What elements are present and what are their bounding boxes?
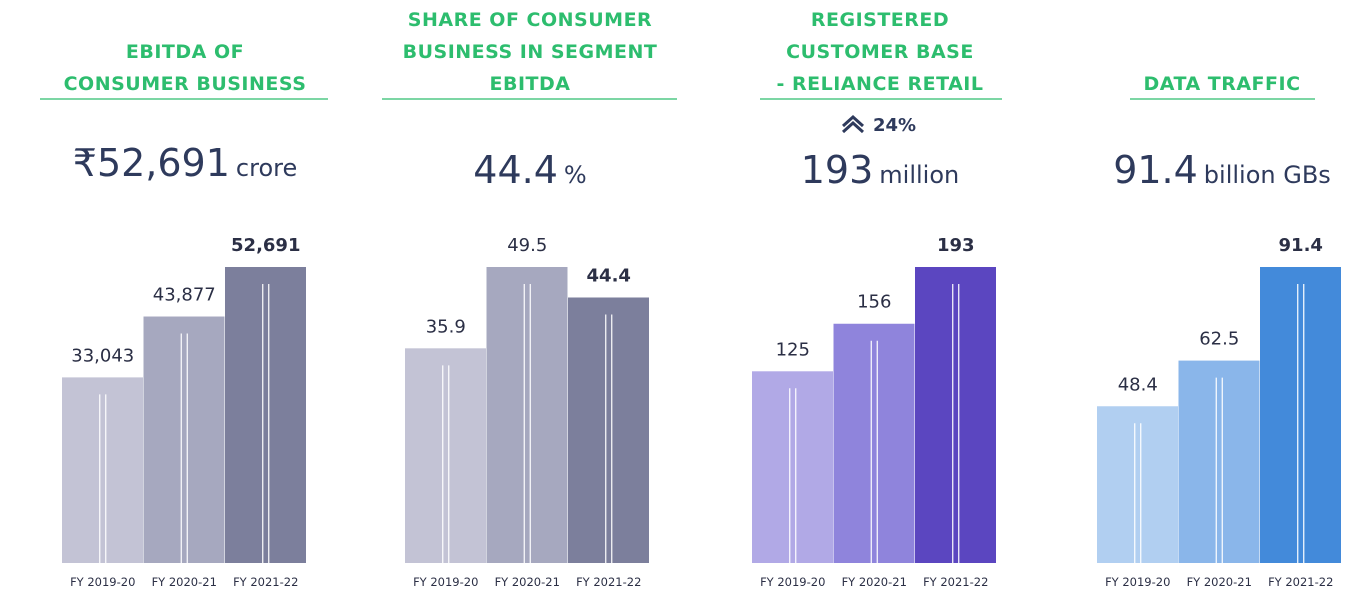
bar xyxy=(62,377,143,563)
annotation: 24% xyxy=(873,115,916,136)
headline-value: 44.4 xyxy=(473,148,558,192)
value-label: 48.4 xyxy=(1118,374,1158,395)
bar xyxy=(915,267,996,563)
x-tick-label: FY 2020-21 xyxy=(152,575,217,589)
value-label: 33,043 xyxy=(71,345,134,366)
value-label: 91.4 xyxy=(1279,235,1323,256)
bar xyxy=(833,323,915,563)
bar xyxy=(1097,406,1178,563)
value-label: 62.5 xyxy=(1199,329,1239,350)
x-tick-label: FY 2020-21 xyxy=(1187,575,1252,589)
chart-title: REGISTERED xyxy=(811,9,949,31)
x-tick-label: FY 2021-22 xyxy=(923,575,988,589)
chart-title: EBITDA OF xyxy=(126,41,244,63)
x-tick-label: FY 2019-20 xyxy=(70,575,135,589)
bar xyxy=(752,371,833,563)
headline-value: ₹52,691 xyxy=(73,141,230,185)
chart-title: SHARE OF CONSUMER xyxy=(408,9,652,31)
bar xyxy=(1178,360,1260,563)
value-label: 44.4 xyxy=(587,265,631,286)
bar xyxy=(143,316,225,563)
x-tick-label: FY 2019-20 xyxy=(760,575,825,589)
x-tick-label: FY 2021-22 xyxy=(1268,575,1333,589)
value-label: 52,691 xyxy=(231,235,300,256)
x-tick-label: FY 2019-20 xyxy=(1105,575,1170,589)
x-tick-label: FY 2019-20 xyxy=(413,575,478,589)
headline: 193 million xyxy=(801,148,959,192)
x-tick-label: FY 2021-22 xyxy=(233,575,298,589)
up-chevron-icon xyxy=(841,114,865,134)
value-label: 125 xyxy=(776,339,810,360)
value-label: 35.9 xyxy=(426,316,466,337)
headline-unit: crore xyxy=(236,154,297,182)
headline-value: 91.4 xyxy=(1113,148,1198,192)
chart-title: BUSINESS IN SEGMENT xyxy=(403,41,658,63)
chart-title: CUSTOMER BASE xyxy=(786,41,974,63)
headline: 91.4 billion GBs xyxy=(1113,148,1331,192)
bar xyxy=(486,267,568,563)
value-label: 49.5 xyxy=(507,235,547,256)
chart-title: CONSUMER BUSINESS xyxy=(64,73,307,95)
x-tick-label: FY 2020-21 xyxy=(495,575,560,589)
value-label: 156 xyxy=(857,292,891,313)
headline-unit: million xyxy=(879,161,959,189)
value-label: 43,877 xyxy=(153,285,216,306)
bar xyxy=(1260,267,1341,563)
headline-unit: % xyxy=(564,161,587,189)
chart-title: DATA TRAFFIC xyxy=(1143,73,1300,95)
chart-title: - RELIANCE RETAIL xyxy=(777,73,984,95)
bar xyxy=(405,348,486,563)
headline-value: 193 xyxy=(801,148,874,192)
headline-unit: billion GBs xyxy=(1204,161,1331,189)
headline: 44.4% xyxy=(473,148,586,192)
headline: ₹52,691 crore xyxy=(73,141,297,185)
x-tick-label: FY 2020-21 xyxy=(842,575,907,589)
value-label: 193 xyxy=(937,235,975,256)
x-tick-label: FY 2021-22 xyxy=(576,575,641,589)
bar xyxy=(225,267,306,563)
bar xyxy=(568,297,649,563)
chart-title: EBITDA xyxy=(490,73,571,95)
